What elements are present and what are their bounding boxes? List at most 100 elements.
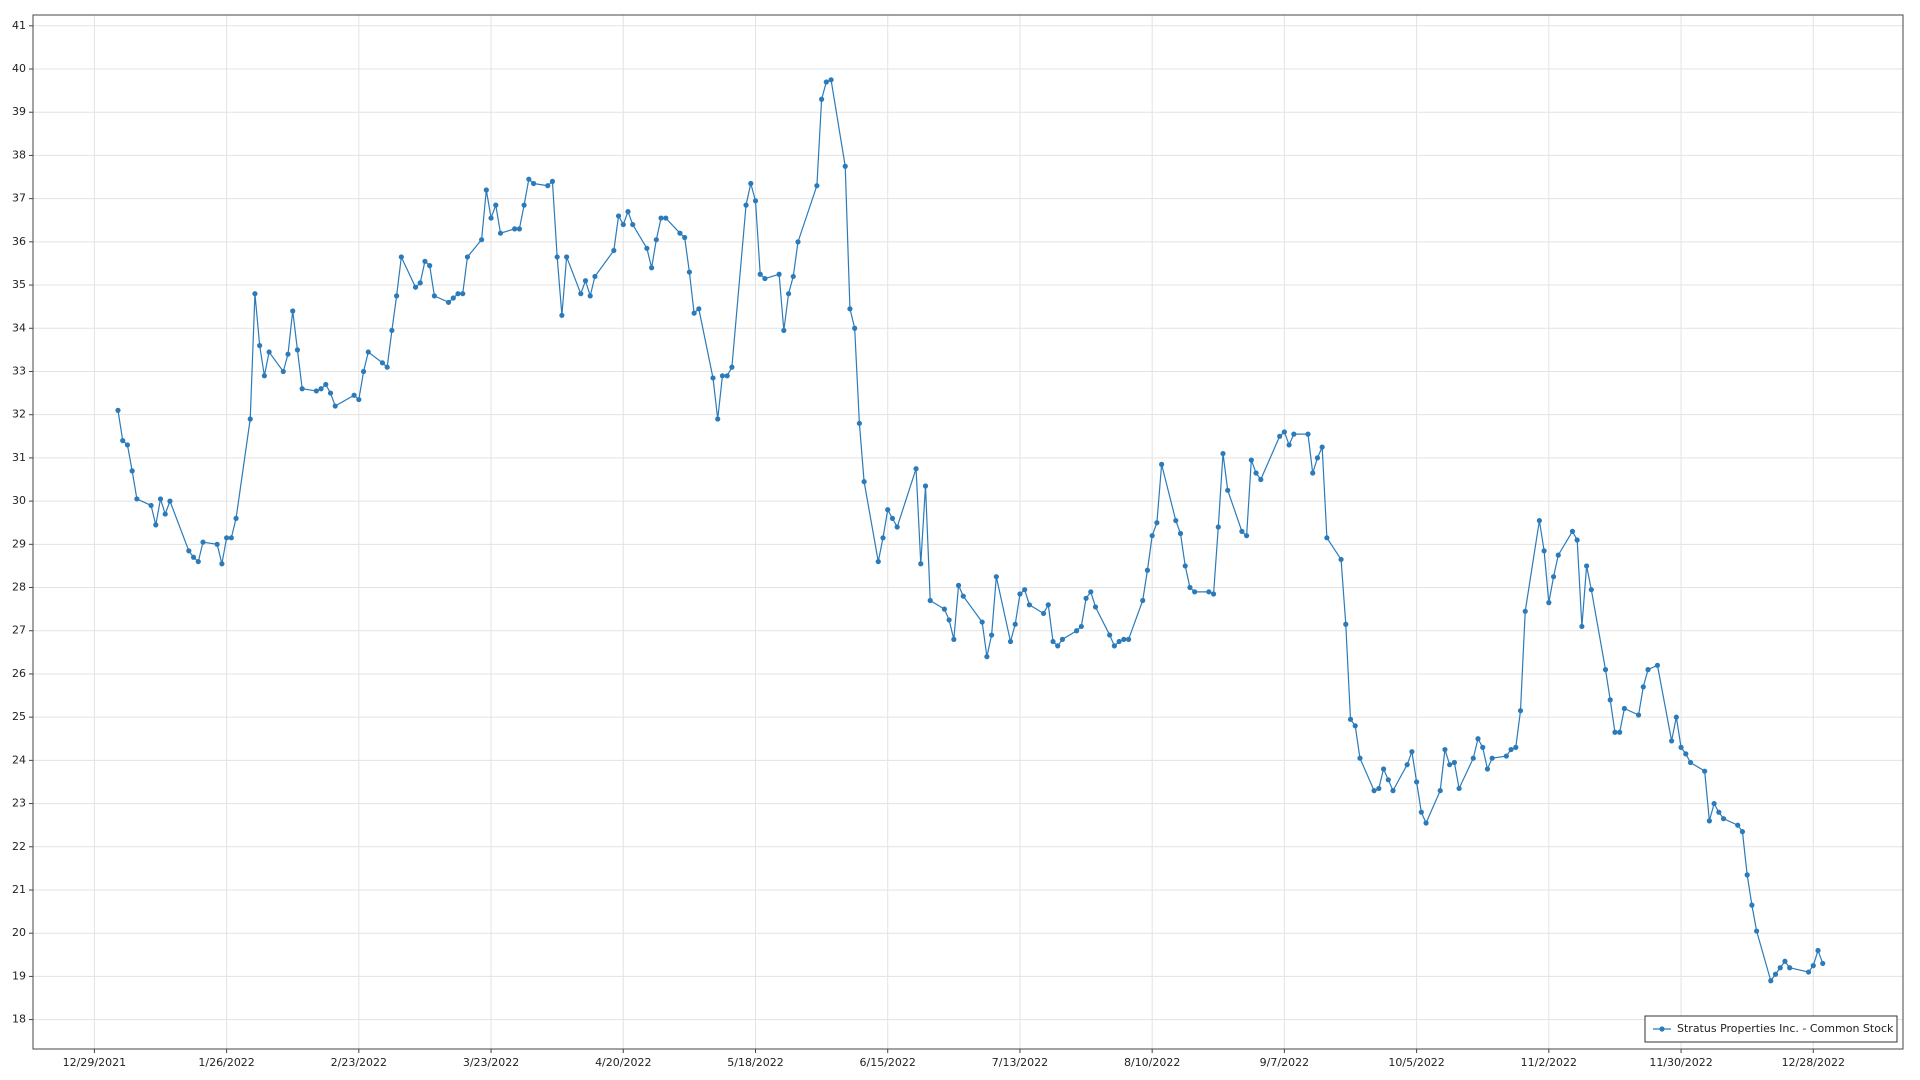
- data-point: [153, 522, 159, 528]
- data-point: [219, 561, 225, 567]
- data-point: [1140, 597, 1146, 604]
- y-tick-label: 26: [12, 667, 26, 680]
- y-tick-label: 37: [12, 192, 26, 205]
- data-point: [1173, 517, 1179, 524]
- data-point: [852, 325, 858, 331]
- data-point: [450, 295, 456, 301]
- data-point: [1550, 574, 1557, 580]
- data-point: [875, 558, 881, 565]
- data-point: [1805, 969, 1812, 975]
- data-point: [1418, 809, 1424, 815]
- data-point: [351, 392, 357, 398]
- data-point: [989, 632, 995, 638]
- data-point: [1787, 965, 1793, 971]
- data-point: [427, 263, 433, 269]
- data-point: [266, 349, 272, 355]
- data-point: [1338, 556, 1344, 563]
- data-point: [653, 237, 659, 243]
- data-point: [1055, 643, 1061, 649]
- data-point: [1739, 829, 1746, 835]
- data-point: [776, 271, 782, 277]
- data-point: [927, 597, 933, 604]
- data-point: [894, 524, 900, 530]
- data-point: [360, 368, 367, 375]
- y-tick-label: 21: [12, 883, 26, 896]
- data-point: [719, 373, 726, 379]
- data-point: [526, 176, 532, 182]
- data-point: [743, 202, 749, 208]
- data-point: [710, 375, 716, 381]
- data-point: [1225, 487, 1231, 493]
- x-tick-label: 2/23/2022: [331, 1056, 387, 1069]
- data-point: [261, 373, 267, 379]
- data-point: [384, 364, 390, 370]
- data-point: [1281, 429, 1287, 435]
- data-point: [1088, 589, 1094, 595]
- data-point: [479, 237, 485, 243]
- data-point: [715, 416, 721, 422]
- data-point: [587, 293, 593, 299]
- legend-label: Stratus Properties Inc. - Common Stock: [1677, 1022, 1894, 1035]
- data-point: [1182, 563, 1188, 569]
- data-point: [1442, 746, 1448, 753]
- data-point: [516, 226, 522, 232]
- data-point: [530, 180, 537, 187]
- y-tick-label: 24: [12, 753, 26, 766]
- y-tick-label: 41: [12, 19, 26, 32]
- data-point: [1451, 759, 1457, 766]
- data-point: [493, 202, 499, 208]
- data-point: [757, 271, 763, 277]
- data-point: [861, 479, 867, 485]
- plot-border: [32, 14, 1904, 1050]
- data-point: [1536, 517, 1542, 524]
- data-point: [521, 202, 527, 208]
- data-point: [823, 79, 829, 85]
- data-point: [549, 178, 556, 184]
- data-point: [1210, 591, 1217, 597]
- data-point: [1584, 563, 1590, 569]
- data-point: [582, 278, 589, 284]
- data-point: [445, 299, 452, 305]
- x-tick-label: 7/13/2022: [992, 1056, 1048, 1069]
- y-tick-label: 29: [12, 537, 26, 550]
- data-point: [290, 308, 296, 314]
- data-point: [1735, 822, 1741, 828]
- data-point: [1017, 591, 1023, 597]
- data-point: [1026, 602, 1032, 608]
- x-tick-label: 1/26/2022: [198, 1056, 254, 1069]
- data-point: [1371, 788, 1377, 794]
- data-point: [1810, 963, 1816, 969]
- data-point: [1040, 610, 1047, 617]
- data-point: [1074, 628, 1080, 634]
- data-point: [1484, 766, 1491, 772]
- legend: Stratus Properties Inc. - Common Stock: [1644, 1015, 1898, 1043]
- data-point: [691, 310, 697, 316]
- data-point: [167, 498, 173, 504]
- data-point: [856, 420, 862, 426]
- data-point: [960, 593, 966, 599]
- data-point: [299, 386, 305, 392]
- data-point: [1635, 712, 1642, 718]
- data-point: [1121, 636, 1127, 642]
- data-point: [951, 636, 957, 642]
- data-point: [247, 416, 253, 422]
- data-point: [233, 515, 239, 521]
- data-point: [819, 96, 825, 102]
- data-point: [545, 183, 551, 189]
- legend-box: [1644, 1015, 1898, 1043]
- data-point: [1045, 602, 1051, 608]
- data-point: [1125, 636, 1132, 642]
- data-point: [1546, 600, 1552, 606]
- y-tick-label: 28: [12, 581, 26, 594]
- data-point: [1645, 667, 1651, 673]
- data-point: [1475, 736, 1481, 742]
- data-point: [752, 198, 759, 204]
- data-point: [946, 617, 952, 623]
- data-point: [1376, 785, 1382, 792]
- data-point: [1380, 766, 1387, 772]
- y-tick-label: 39: [12, 105, 26, 118]
- data-point: [1149, 533, 1155, 539]
- data-point: [1612, 729, 1618, 735]
- data-point: [294, 347, 301, 353]
- data-point: [1385, 777, 1391, 783]
